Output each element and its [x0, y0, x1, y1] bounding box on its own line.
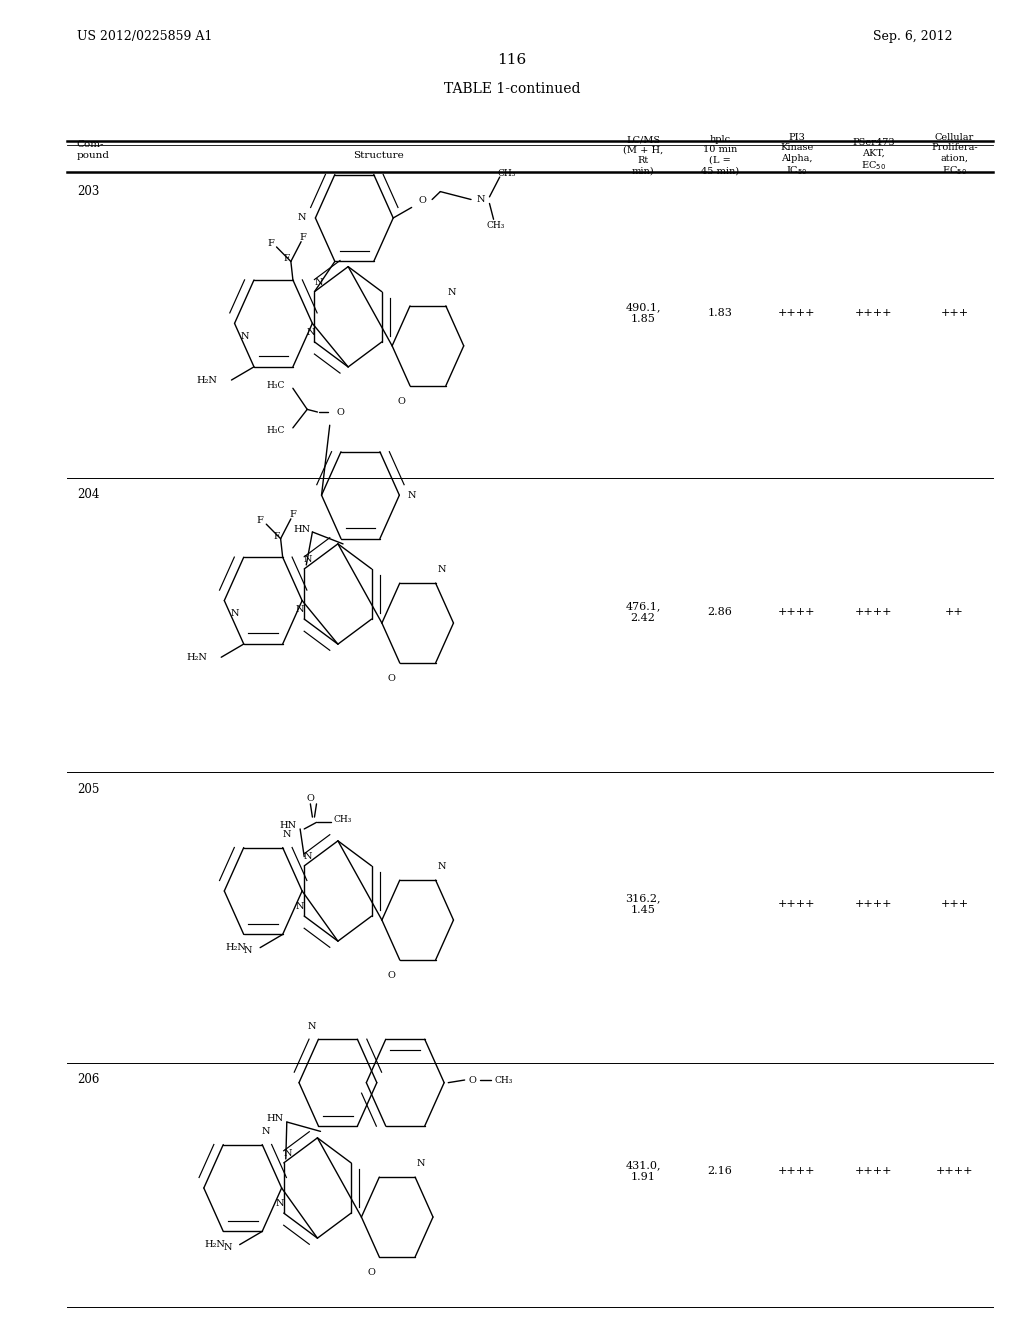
Text: Sep. 6, 2012: Sep. 6, 2012: [872, 30, 952, 44]
Text: 116: 116: [498, 53, 526, 67]
Text: HN: HN: [280, 821, 296, 829]
Text: O: O: [336, 408, 344, 417]
Text: +++: +++: [940, 899, 969, 909]
Text: +++: +++: [940, 308, 969, 318]
Text: HN: HN: [294, 525, 310, 533]
Text: CH₃: CH₃: [334, 816, 352, 824]
Text: O: O: [368, 1269, 375, 1278]
Text: O: O: [388, 675, 395, 684]
Text: US 2012/0225859 A1: US 2012/0225859 A1: [77, 30, 212, 44]
Text: Cellular
Prolifera-
ation,
EC$_{50}$: Cellular Prolifera- ation, EC$_{50}$: [931, 133, 978, 177]
Text: 2.86: 2.86: [708, 607, 732, 616]
Text: 204: 204: [77, 488, 99, 502]
Text: O: O: [398, 397, 406, 407]
Text: ++++: ++++: [778, 607, 815, 616]
Text: N: N: [447, 288, 457, 297]
Text: F: F: [273, 532, 280, 541]
Text: H₂N: H₂N: [197, 375, 217, 384]
Text: N: N: [408, 491, 416, 500]
Text: N: N: [283, 830, 291, 840]
Text: F: F: [267, 239, 273, 248]
Text: H₂N: H₂N: [186, 652, 207, 661]
Text: Com-
pound: Com- pound: [77, 140, 110, 160]
Text: F: F: [284, 255, 290, 264]
Text: N: N: [437, 565, 446, 574]
Text: HN: HN: [266, 1114, 283, 1122]
Text: hplc
10 min
(L =
45 min): hplc 10 min (L = 45 min): [700, 135, 739, 176]
Text: H₃C: H₃C: [266, 381, 285, 391]
Text: ++++: ++++: [855, 1167, 892, 1176]
Text: O: O: [419, 197, 427, 206]
Text: O: O: [469, 1076, 477, 1085]
Text: 206: 206: [77, 1073, 99, 1086]
Text: 316.2,
1.45: 316.2, 1.45: [626, 894, 660, 915]
Text: 490.1,
1.85: 490.1, 1.85: [626, 302, 660, 323]
Text: 203: 203: [77, 185, 99, 198]
Text: N: N: [230, 610, 239, 618]
Text: CH₃: CH₃: [498, 169, 516, 178]
Text: Structure: Structure: [353, 150, 404, 160]
Text: 476.1,
2.42: 476.1, 2.42: [626, 601, 660, 623]
Text: ++++: ++++: [778, 899, 815, 909]
Text: 205: 205: [77, 783, 99, 796]
Text: N: N: [308, 1022, 316, 1031]
Text: 1.83: 1.83: [708, 308, 732, 318]
Text: ++++: ++++: [855, 899, 892, 909]
Text: ++++: ++++: [936, 1167, 973, 1176]
Text: ++++: ++++: [778, 308, 815, 318]
Text: N: N: [477, 195, 485, 205]
Text: H₃C: H₃C: [266, 426, 285, 436]
Text: N: N: [296, 903, 304, 911]
Text: N: N: [304, 853, 312, 861]
Text: N: N: [298, 214, 306, 223]
Text: O: O: [306, 795, 314, 803]
Text: PSer473
AKT,
EC$_{50}$: PSer473 AKT, EC$_{50}$: [852, 139, 895, 172]
Text: N: N: [241, 333, 249, 341]
Text: ++++: ++++: [778, 1167, 815, 1176]
Text: N: N: [284, 1150, 292, 1158]
Text: N: N: [314, 279, 323, 286]
Text: O: O: [388, 972, 395, 981]
Text: N: N: [417, 1159, 426, 1168]
Text: N: N: [296, 606, 304, 614]
Text: ++: ++: [945, 607, 964, 616]
Text: N: N: [306, 329, 314, 337]
Text: ++++: ++++: [855, 308, 892, 318]
Text: N: N: [437, 862, 446, 871]
Text: CH₃: CH₃: [486, 222, 505, 231]
Text: TABLE 1-continued: TABLE 1-continued: [443, 82, 581, 96]
Text: H₂N: H₂N: [225, 942, 246, 952]
Text: H₂N: H₂N: [205, 1239, 225, 1249]
Text: LC/MS
(M + H,
Rt
min): LC/MS (M + H, Rt min): [623, 135, 664, 176]
Text: 431.0,
1.91: 431.0, 1.91: [626, 1160, 660, 1183]
Text: N: N: [223, 1242, 231, 1251]
Text: N: N: [244, 945, 252, 954]
Text: CH₃: CH₃: [495, 1076, 513, 1085]
Text: N: N: [275, 1200, 284, 1208]
Text: N: N: [262, 1127, 270, 1137]
Text: F: F: [257, 516, 263, 525]
Text: F: F: [290, 511, 296, 520]
Text: 2.16: 2.16: [708, 1167, 732, 1176]
Text: ++++: ++++: [855, 607, 892, 616]
Text: N: N: [304, 556, 312, 564]
Text: F: F: [300, 234, 306, 243]
Text: PI3
Kinase
Alpha,
IC$_{50}$: PI3 Kinase Alpha, IC$_{50}$: [780, 133, 813, 177]
